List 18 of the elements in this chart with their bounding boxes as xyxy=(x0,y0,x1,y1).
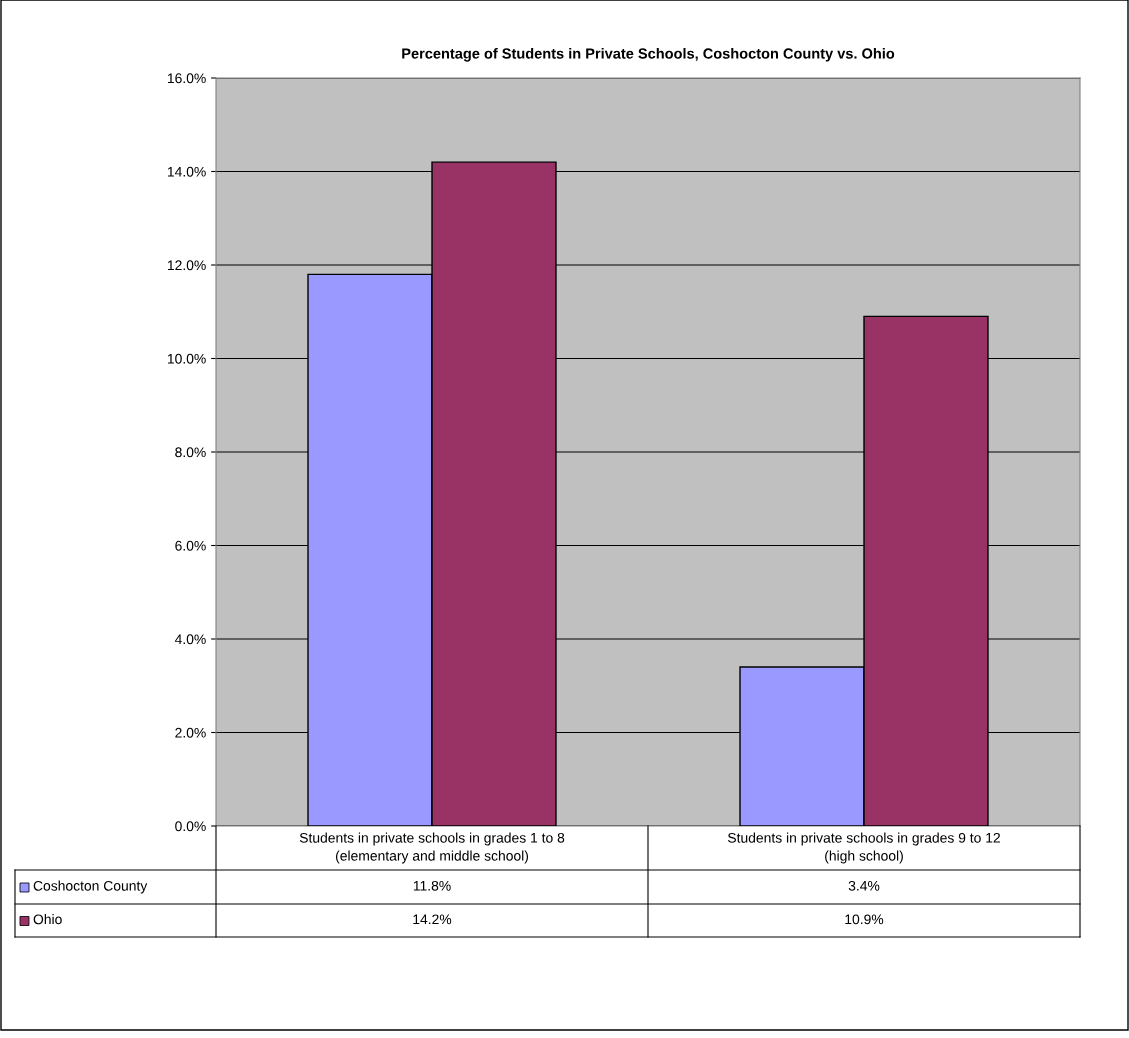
legend-label: Ohio xyxy=(33,914,62,925)
x-tick-label: Students in private schools in grades 9 to 12 (high school) xyxy=(727,832,1000,864)
data-label: 10.9% xyxy=(845,914,884,925)
y-tick-label: 8.0% xyxy=(175,447,206,458)
legend-label: Coshocton County xyxy=(33,880,148,894)
data-label: 3.4% xyxy=(848,880,880,891)
y-tick-label: 6.0% xyxy=(175,540,206,551)
y-tick-label: 2.0% xyxy=(175,727,206,738)
y-tick-label: 4.0% xyxy=(174,634,206,645)
data-label: 11.8% xyxy=(413,880,451,891)
y-tick-label: 16.0% xyxy=(167,73,206,84)
y-tick-label: 12.0% xyxy=(167,260,206,271)
y-tick-label: 14.0% xyxy=(167,166,206,177)
x-tick-label: Students in private schools in grades 1 to 8 (elementary and middle school) xyxy=(299,832,565,864)
y-tick-label: 10.0% xyxy=(167,353,206,364)
data-label: 14.2% xyxy=(413,914,452,925)
chart-title: Percentage of Students in Private Schools, Coshocton County vs. Ohio xyxy=(402,47,895,62)
y-tick-label: 0.0% xyxy=(175,821,206,832)
